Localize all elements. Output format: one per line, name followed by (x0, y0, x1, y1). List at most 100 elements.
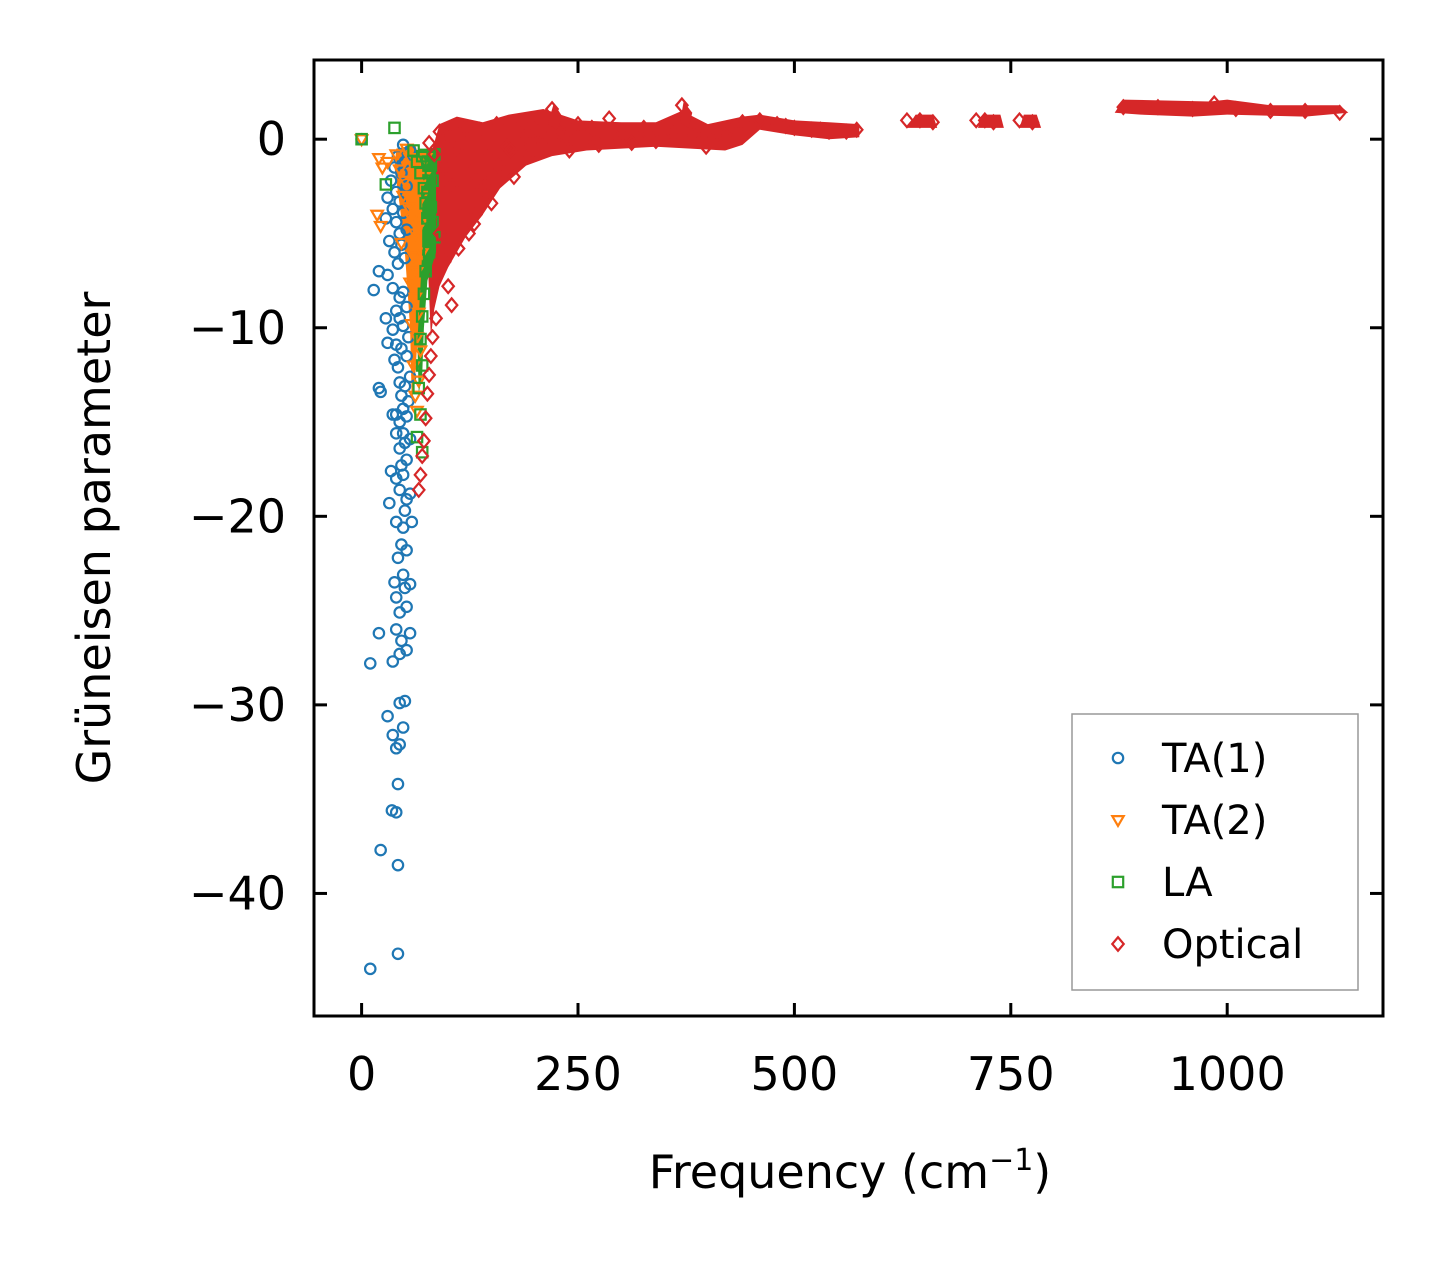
data-point (912, 111, 928, 129)
legend-entry: LA (1111, 860, 1213, 906)
legend-marker (1110, 935, 1126, 953)
data-points-layer (353, 94, 1347, 976)
data-point (396, 568, 410, 582)
data-point (544, 100, 560, 118)
x-tick-label: 0 (347, 1047, 376, 1101)
data-point (391, 551, 405, 565)
data-point (391, 858, 405, 872)
data-point (395, 190, 411, 204)
legend-label: Optical (1162, 922, 1303, 968)
data-point (388, 246, 401, 259)
data-point (591, 136, 606, 154)
data-point (425, 328, 440, 346)
data-point (400, 202, 416, 216)
data-point (745, 117, 761, 135)
data-point (520, 147, 535, 165)
data-point (396, 285, 410, 299)
data-point (536, 134, 551, 152)
data-point (423, 347, 439, 365)
x-ticks: 0 250 500 750 1000 (347, 60, 1286, 1101)
data-point (383, 496, 396, 510)
legend-marker (1110, 814, 1126, 829)
data-point (363, 657, 377, 670)
data-point (849, 121, 864, 139)
data-point (393, 483, 406, 497)
data-point (1150, 98, 1166, 116)
data-point (393, 606, 406, 619)
data-point (1025, 113, 1040, 131)
data-point (461, 225, 477, 242)
data-point (386, 728, 400, 742)
data-point (386, 202, 400, 216)
data-point (648, 132, 664, 150)
data-point (381, 191, 394, 204)
data-point (415, 149, 429, 163)
data-point (379, 156, 396, 170)
data-point (363, 962, 377, 976)
data-point (899, 111, 915, 129)
data-point (424, 200, 438, 214)
data-point (421, 134, 437, 152)
data-point (421, 366, 437, 384)
data-point (414, 247, 430, 261)
data-point (374, 385, 387, 399)
data-point (421, 185, 434, 199)
data-point (405, 515, 419, 529)
data-point (386, 281, 400, 295)
data-point (393, 312, 406, 325)
data-point (427, 145, 442, 163)
data-point (386, 408, 400, 421)
data-point (398, 694, 412, 708)
optical-dense-spike (680, 101, 693, 128)
data-point (389, 806, 403, 819)
data-point (414, 332, 427, 346)
data-point (391, 257, 405, 270)
data-point (735, 113, 750, 131)
data-point (437, 159, 452, 176)
data-point (1297, 102, 1313, 120)
data-point (813, 121, 828, 139)
data-point (441, 126, 456, 144)
data-point (391, 947, 405, 961)
data-point (374, 843, 387, 857)
data-point (484, 194, 499, 212)
data-point (778, 117, 793, 135)
data-point (412, 381, 426, 395)
data-point (428, 309, 444, 327)
data-point (1012, 111, 1027, 129)
data-point (584, 119, 600, 137)
data-point (415, 447, 430, 465)
data-point (1116, 98, 1131, 116)
data-point (415, 359, 429, 372)
data-point (411, 375, 427, 389)
data-point (570, 115, 586, 133)
data-point (384, 464, 398, 478)
data-point (426, 215, 439, 229)
data-point (393, 376, 406, 389)
data-point (391, 361, 405, 374)
x-tick-label: 500 (750, 1047, 838, 1101)
data-point (353, 134, 370, 148)
data-point (415, 310, 429, 323)
y-tick-label: −30 (189, 678, 286, 732)
data-point (752, 111, 767, 129)
dense-band-layer (394, 99, 1349, 404)
y-tick-label: −10 (189, 301, 286, 355)
data-point (388, 576, 401, 589)
data-point (1263, 102, 1278, 120)
y-tick-label: 0 (257, 112, 286, 166)
data-point (418, 409, 433, 427)
data-point (381, 709, 394, 723)
data-point (389, 741, 403, 755)
data-point (388, 121, 401, 135)
data-point (392, 164, 408, 178)
legend-label: TA(2) (1161, 798, 1267, 844)
data-point (395, 538, 408, 551)
data-point (389, 338, 403, 352)
data-point (614, 123, 629, 141)
data-point (373, 220, 389, 235)
data-point (379, 312, 393, 325)
data-point (386, 323, 400, 336)
data-point (441, 277, 456, 295)
data-point (769, 115, 785, 133)
